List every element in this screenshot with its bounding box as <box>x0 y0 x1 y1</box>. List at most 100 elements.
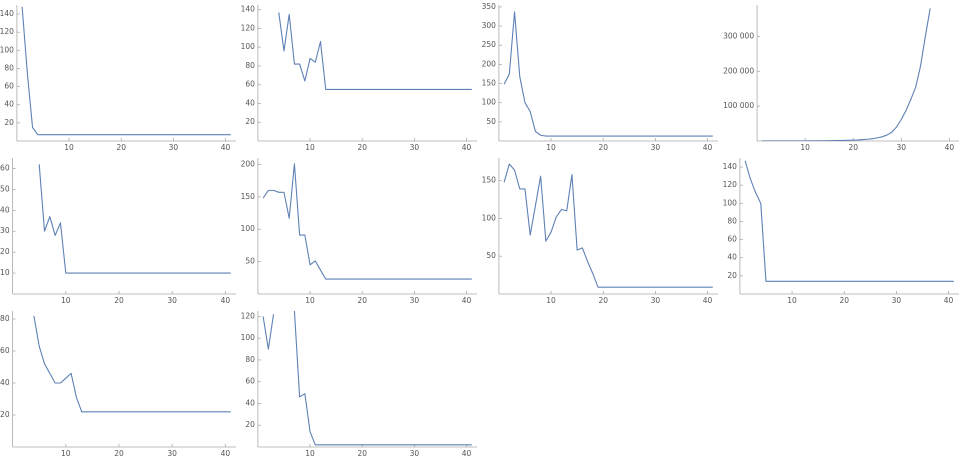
line-series <box>761 8 931 141</box>
panel: 10 20 30 40 50 100 150 200 <box>241 158 477 305</box>
y-tick-label: 60 <box>245 80 255 89</box>
x-tick-label: 30 <box>167 449 177 458</box>
x-tick-label: 10 <box>305 449 315 458</box>
panel: 10 20 30 40 10 20 30 40 50 60 <box>0 158 236 305</box>
y-tick-label: 100 <box>723 198 738 207</box>
y-tick-label: 120 <box>241 311 256 320</box>
y-tick-label: 50 <box>0 184 10 193</box>
y-tick-label: 120 <box>241 23 256 32</box>
x-tick-label: 30 <box>897 143 907 152</box>
line-series <box>262 311 472 446</box>
panel: 10 20 30 40 20 40 60 80 <box>0 311 236 458</box>
y-tick-label: 60 <box>245 377 255 386</box>
x-tick-label: 30 <box>167 296 177 305</box>
x-tick-label: 20 <box>114 449 124 458</box>
y-tick-label: 150 <box>482 79 497 88</box>
x-tick-label: 10 <box>787 296 797 305</box>
line-series <box>262 163 472 280</box>
x-tick-label: 20 <box>114 296 124 305</box>
y-tick-label: 100 <box>241 224 256 233</box>
y-tick-label: 350 <box>482 2 497 11</box>
y-tick-label: 80 <box>245 355 255 364</box>
line-series <box>503 11 713 137</box>
x-tick-label: 10 <box>61 296 71 305</box>
x-tick-label: 10 <box>546 143 556 152</box>
x-tick-label: 40 <box>703 296 713 305</box>
y-tick-label: 140 <box>723 162 738 171</box>
y-tick-label: 100 <box>482 213 497 222</box>
panel: 10 20 30 40 50 100 150 <box>482 158 718 305</box>
x-tick-label: 30 <box>651 143 661 152</box>
y-tick-label: 50 <box>486 251 496 260</box>
y-tick-label: 60 <box>4 82 14 91</box>
y-tick-label: 200 <box>482 59 497 68</box>
x-tick-label: 20 <box>848 143 858 152</box>
y-tick-label: 80 <box>0 314 10 323</box>
y-tick-label: 140 <box>241 5 256 14</box>
x-tick-label: 30 <box>410 296 420 305</box>
y-tick-label: 60 <box>0 163 10 172</box>
x-tick-label: 40 <box>221 143 231 152</box>
x-tick-label: 20 <box>357 449 367 458</box>
x-tick-label: 40 <box>703 143 713 152</box>
line-series <box>33 315 231 413</box>
y-tick-label: 200 <box>241 159 256 168</box>
y-tick-label: 150 <box>482 176 497 185</box>
y-tick-label: 20 <box>4 118 14 127</box>
y-tick-label: 20 <box>727 271 737 280</box>
x-tick-label: 40 <box>945 143 955 152</box>
x-tick-label: 20 <box>839 296 849 305</box>
y-tick-label: 300 <box>482 21 497 30</box>
y-tick-label: 40 <box>727 253 737 262</box>
y-tick-label: 80 <box>245 61 255 70</box>
y-tick-label: 300 000 <box>723 31 754 40</box>
y-tick-label: 40 <box>245 98 255 107</box>
x-tick-label: 20 <box>598 143 608 152</box>
x-tick-label: 10 <box>546 296 556 305</box>
x-tick-label: 40 <box>462 296 472 305</box>
y-tick-label: 50 <box>245 257 255 266</box>
x-tick-label: 30 <box>169 143 179 152</box>
y-tick-label: 120 <box>723 180 738 189</box>
x-tick-label: 30 <box>651 296 661 305</box>
line-series <box>21 6 231 136</box>
x-tick-label: 20 <box>357 296 367 305</box>
panel: 10 20 30 40 20 40 60 80 100 120 <box>241 311 477 458</box>
x-tick-label: 40 <box>221 296 231 305</box>
y-tick-label: 100 <box>482 98 497 107</box>
y-tick-label: 100 <box>241 333 256 342</box>
x-tick-label: 40 <box>462 143 472 152</box>
panel: 10 20 30 40 50 100 150 200 250 300 350 <box>482 2 718 152</box>
x-tick-label: 10 <box>305 296 315 305</box>
y-tick-label: 50 <box>486 117 496 126</box>
x-tick-label: 30 <box>410 143 420 152</box>
y-tick-label: 100 <box>0 45 14 54</box>
panel: 10 20 30 40 20 40 60 80 100 120 140 <box>723 158 959 305</box>
y-tick-label: 10 <box>0 268 10 277</box>
panel: 10 20 30 40 100 000 200 000 300 000 <box>723 5 959 152</box>
panel: 10 20 30 40 20 40 60 80 100 120 140 <box>241 5 477 152</box>
y-tick-label: 100 000 <box>723 101 754 110</box>
y-tick-label: 30 <box>0 226 10 235</box>
y-tick-label: 40 <box>245 398 255 407</box>
line-series <box>744 160 954 282</box>
x-tick-label: 40 <box>944 296 954 305</box>
y-tick-label: 60 <box>0 346 10 355</box>
x-tick-label: 30 <box>892 296 902 305</box>
x-tick-label: 20 <box>116 143 126 152</box>
y-tick-label: 100 <box>241 42 256 51</box>
x-tick-label: 20 <box>357 143 367 152</box>
y-tick-label: 20 <box>0 410 10 419</box>
y-tick-label: 20 <box>245 420 255 429</box>
line-series <box>38 164 231 274</box>
x-tick-label: 40 <box>221 449 231 458</box>
x-tick-label: 10 <box>305 143 315 152</box>
y-tick-label: 250 <box>482 40 497 49</box>
y-tick-label: 120 <box>0 27 14 36</box>
x-tick-label: 40 <box>462 449 472 458</box>
panel: 10 20 30 40 20 40 60 80 100 120 140 <box>0 5 236 152</box>
y-tick-label: 200 000 <box>723 66 754 75</box>
y-tick-label: 60 <box>727 235 737 244</box>
y-tick-label: 150 <box>241 192 256 201</box>
